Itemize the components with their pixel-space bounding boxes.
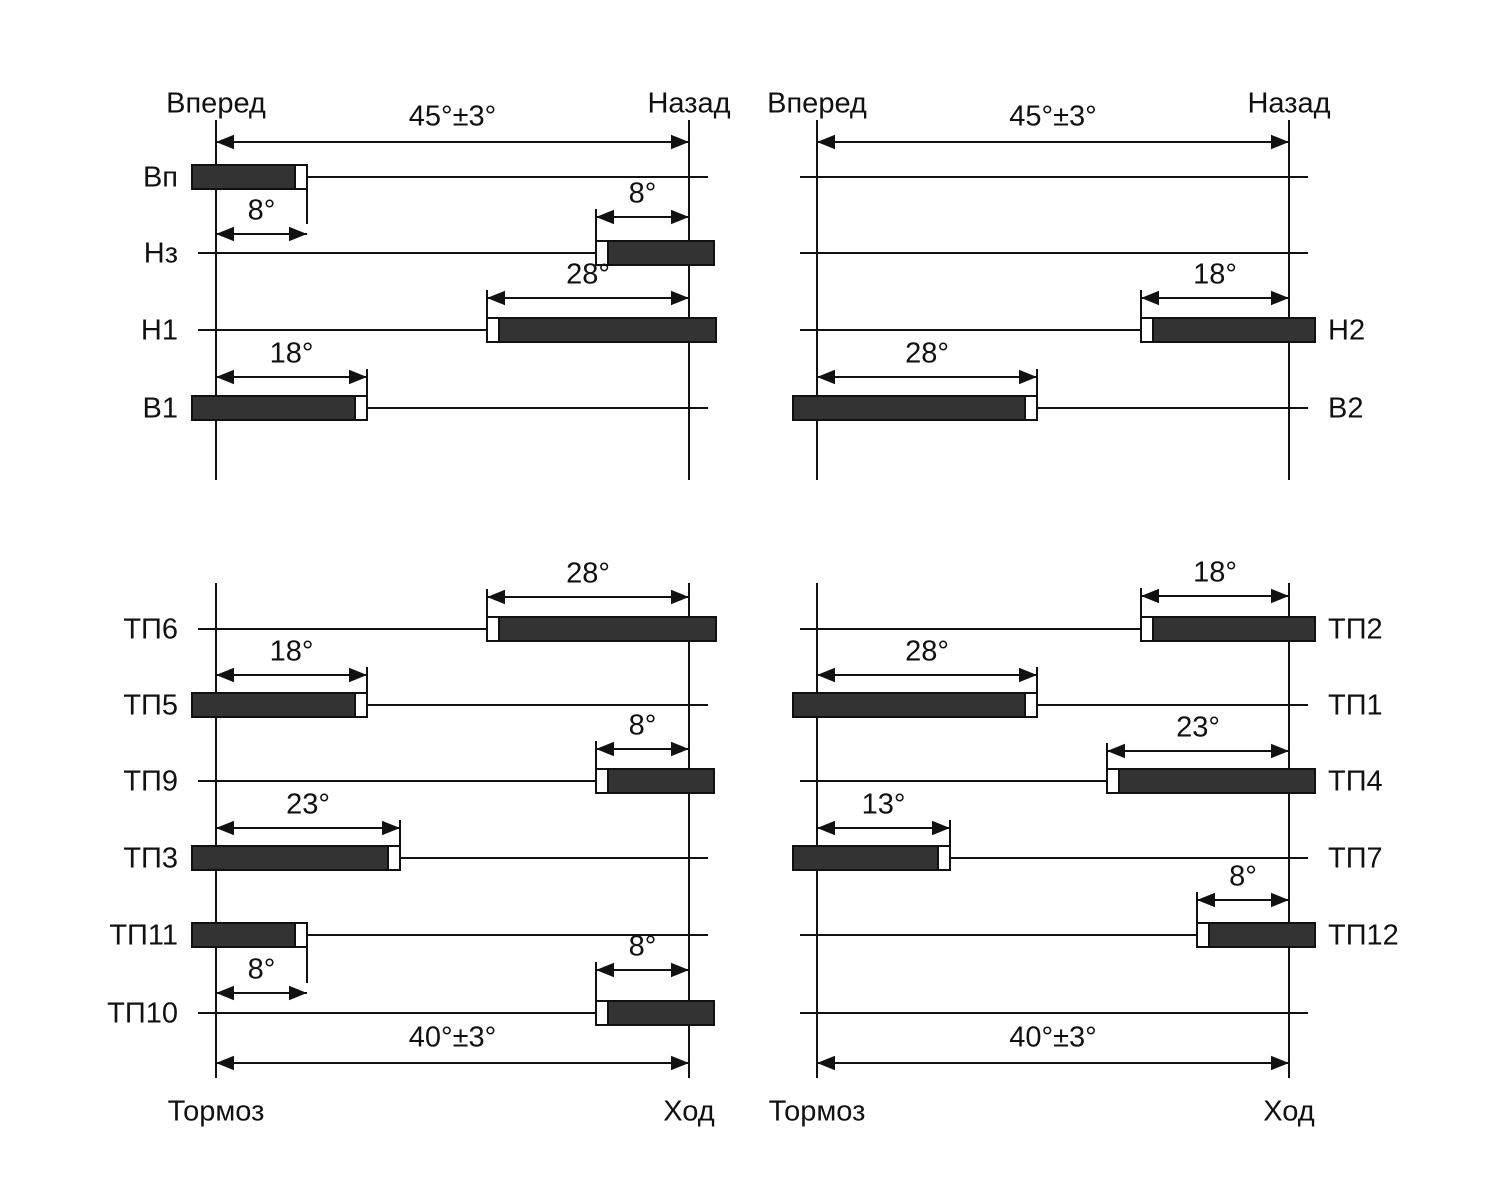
span-label: 40°±3° bbox=[409, 1022, 497, 1054]
angle-label: 8° bbox=[1229, 861, 1257, 893]
end-label: Тормоз bbox=[769, 1096, 866, 1128]
bar-cap bbox=[1024, 395, 1038, 421]
contact-bar bbox=[595, 768, 715, 794]
row-label: Нз bbox=[144, 238, 178, 270]
contact-bar bbox=[191, 922, 308, 948]
angle-label: 18° bbox=[1193, 557, 1237, 589]
row-label: ТП9 bbox=[123, 766, 178, 798]
bar-cap bbox=[1024, 692, 1038, 718]
angle-label: 8° bbox=[248, 954, 276, 986]
angle-label: 23° bbox=[286, 789, 330, 821]
contact-bar bbox=[191, 164, 308, 190]
row-label: ТП4 bbox=[1328, 766, 1383, 798]
angle-label: 28° bbox=[566, 259, 610, 291]
end-label: Тормоз bbox=[168, 1096, 265, 1128]
bar-cap bbox=[1196, 922, 1210, 948]
angle-label: 8° bbox=[629, 178, 657, 210]
bar-cap bbox=[294, 164, 308, 190]
row-label: ТП2 bbox=[1328, 614, 1383, 646]
row-label: В1 bbox=[143, 393, 178, 425]
row-label: ТП7 bbox=[1328, 843, 1383, 875]
contact-bar bbox=[1106, 768, 1316, 794]
span-label: 45°±3° bbox=[1009, 101, 1097, 133]
angle-label: 18° bbox=[270, 338, 314, 370]
row-label: ТП10 bbox=[107, 998, 178, 1030]
span-label: 40°±3° bbox=[1009, 1022, 1097, 1054]
angle-label: 18° bbox=[270, 636, 314, 668]
contact-bar bbox=[191, 845, 401, 871]
contact-bar bbox=[792, 845, 951, 871]
row-label: ТП3 bbox=[123, 843, 178, 875]
end-label: Вперед bbox=[767, 88, 867, 120]
row-label: ТП1 bbox=[1328, 690, 1383, 722]
contact-bar bbox=[1196, 922, 1316, 948]
angle-label: 18° bbox=[1193, 259, 1237, 291]
contact-bar bbox=[595, 1000, 715, 1026]
bar-cap bbox=[1140, 317, 1154, 343]
angle-label: 13° bbox=[862, 789, 906, 821]
contact-bar bbox=[595, 240, 715, 266]
end-label: Назад bbox=[647, 88, 730, 120]
angle-label: 28° bbox=[566, 558, 610, 590]
angle-label: 28° bbox=[905, 338, 949, 370]
contact-bar bbox=[486, 317, 717, 343]
contact-bar bbox=[191, 395, 368, 421]
bar-cap bbox=[595, 1000, 609, 1026]
bar-cap bbox=[486, 616, 500, 642]
angle-label: 23° bbox=[1176, 712, 1220, 744]
row-label: Н2 bbox=[1328, 315, 1365, 347]
contact-bar bbox=[486, 616, 717, 642]
row-label: Н1 bbox=[141, 315, 178, 347]
end-label: Ход bbox=[663, 1096, 715, 1128]
row-label: В2 bbox=[1328, 393, 1363, 425]
angle-label: 8° bbox=[629, 931, 657, 963]
row-label: ТП11 bbox=[109, 920, 178, 952]
row-label: ТП5 bbox=[123, 690, 178, 722]
bar-cap bbox=[486, 317, 500, 343]
bar-cap bbox=[595, 768, 609, 794]
bar-cap bbox=[595, 240, 609, 266]
contact-bar bbox=[792, 692, 1038, 718]
row-label: ТП12 bbox=[1328, 920, 1399, 952]
bar-cap bbox=[387, 845, 401, 871]
end-label: Ход bbox=[1263, 1096, 1315, 1128]
contact-bar bbox=[792, 395, 1038, 421]
bar-cap bbox=[354, 395, 368, 421]
contact-bar bbox=[191, 692, 368, 718]
row-label: ТП6 bbox=[123, 614, 178, 646]
angle-label: 28° bbox=[905, 636, 949, 668]
bar-cap bbox=[294, 922, 308, 948]
bar-cap bbox=[937, 845, 951, 871]
contact-bar bbox=[1140, 616, 1316, 642]
end-label: Вперед bbox=[166, 88, 266, 120]
bar-cap bbox=[1106, 768, 1120, 794]
end-label: Назад bbox=[1247, 88, 1330, 120]
span-label: 45°±3° bbox=[409, 101, 497, 133]
bar-cap bbox=[1140, 616, 1154, 642]
row-label: Вп bbox=[143, 162, 178, 194]
angle-label: 8° bbox=[248, 195, 276, 227]
bar-cap bbox=[354, 692, 368, 718]
contact-bar bbox=[1140, 317, 1316, 343]
angle-label: 8° bbox=[629, 710, 657, 742]
